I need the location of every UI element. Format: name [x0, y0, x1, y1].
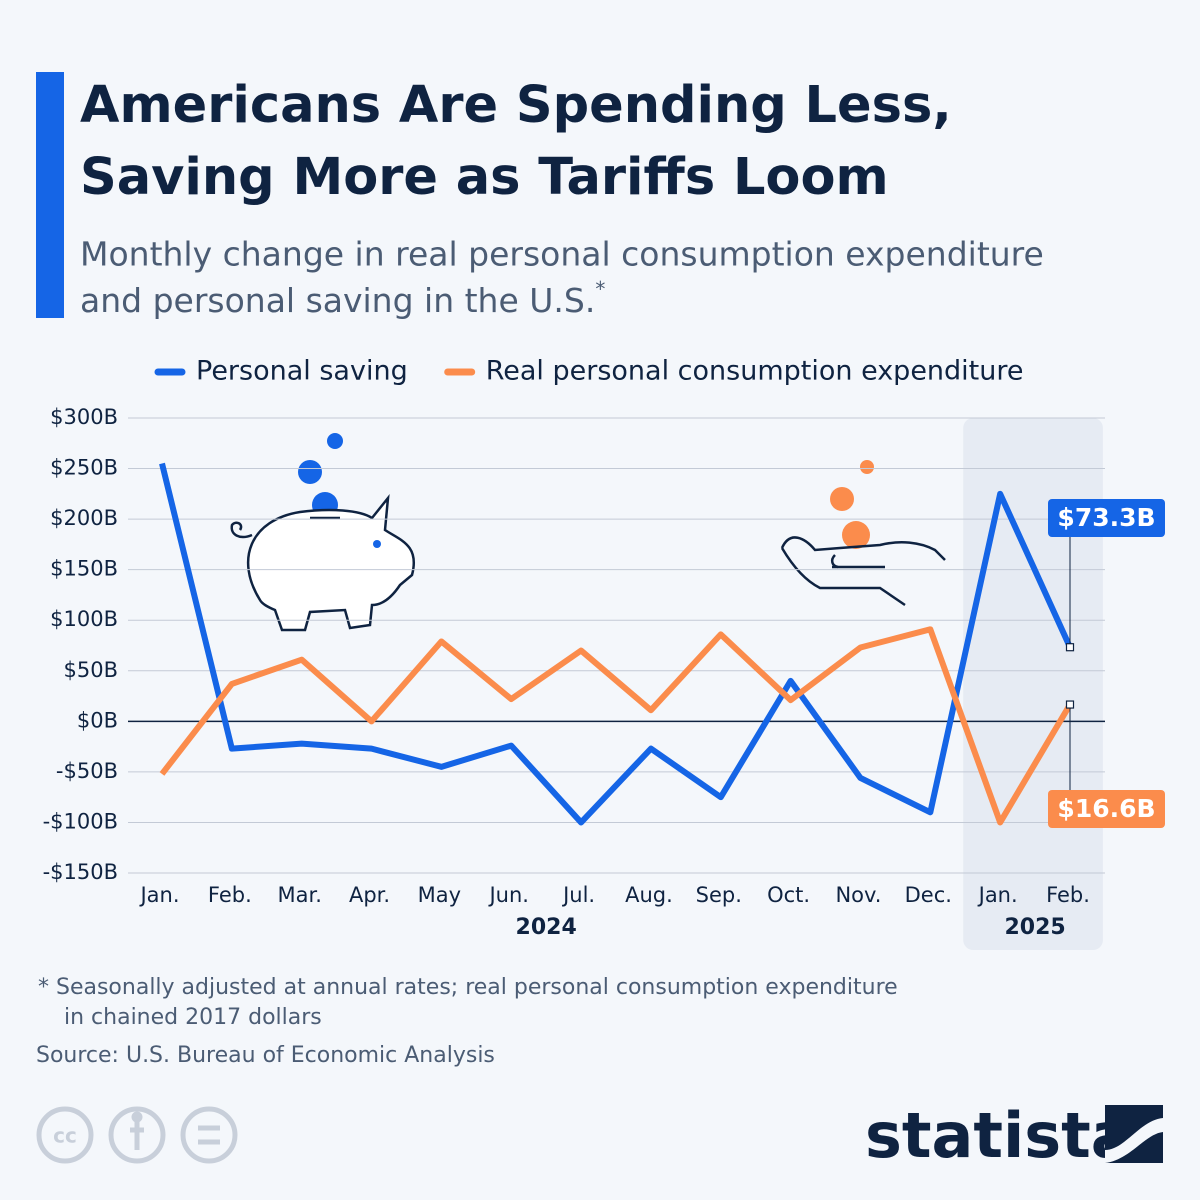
x-group-label: 2025 [1004, 915, 1065, 940]
end-point [1065, 700, 1075, 709]
x-tick-label: Nov. [835, 883, 881, 907]
value-label-box [1048, 499, 1165, 537]
series-line [159, 462, 1073, 826]
y-tick-label: $50B [64, 658, 119, 682]
x-tick-label: Jan. [138, 883, 179, 907]
x-tick-label: Jan. [977, 883, 1018, 907]
accent-bar [36, 72, 64, 318]
x-tick-label: Feb. [208, 883, 252, 907]
y-tick-label: $150B [50, 557, 118, 581]
brand: statista [865, 1099, 1133, 1172]
subtitle-line: Monthly change in real personal consumpt… [80, 235, 1044, 274]
y-tick-label: $0B [77, 708, 118, 732]
x-tick-label: Jul. [561, 883, 595, 907]
value-label: $16.6B [1057, 794, 1155, 823]
period-band [963, 418, 1103, 950]
brand-logo [1105, 1105, 1163, 1163]
subtitle-line: and personal saving in the U.S.* [80, 277, 605, 320]
y-tick-label: $200B [50, 506, 118, 530]
subtitle-marker: * [595, 277, 605, 301]
x-tick-label: Oct. [767, 883, 810, 907]
x-tick-label: Jun. [487, 883, 529, 907]
x-tick-label: May [418, 883, 461, 907]
end-point [1065, 643, 1075, 652]
value-label: $73.3B [1057, 503, 1155, 532]
source: Source: U.S. Bureau of Economic Analysis [36, 1043, 495, 1068]
x-tick-label: Aug. [625, 883, 673, 907]
title-line: Americans Are Spending Less, [80, 76, 952, 135]
x-tick-label: Sep. [696, 883, 742, 907]
legend-label: Real personal consumption expenditure [486, 356, 1024, 387]
x-tick-label: Apr. [349, 883, 390, 907]
value-label-box [1048, 790, 1165, 828]
y-tick-label: -$50B [56, 759, 118, 783]
x-tick-label: Dec. [905, 883, 952, 907]
x-tick-label: Mar. [278, 883, 322, 907]
y-tick-label: -$150B [43, 860, 118, 884]
plot: -$150B -$100B -$50B $0B $50B $100B $150B $200B $… [43, 356, 1165, 950]
piggy-icon [230, 433, 415, 632]
x-group-label: 2024 [516, 915, 577, 940]
footnote-line: in chained 2017 dollars [64, 1005, 322, 1030]
legend-label: Personal saving [196, 356, 408, 387]
title-line: Saving More as Tariffs Loom [80, 148, 889, 207]
footnote-line: * Seasonally adjusted at annual rates; r… [38, 975, 898, 1000]
svg-text:cc: cc [53, 1124, 77, 1148]
y-tick-label: $300B [50, 405, 118, 429]
hand-icon [780, 460, 946, 607]
series-line [159, 626, 1073, 826]
subtitle-text: and personal saving in the U.S. [80, 281, 595, 320]
y-tick-label: -$100B [43, 809, 118, 833]
license-icons: cc [36, 1106, 238, 1164]
y-tick-label: $250B [50, 456, 118, 480]
legend: Personal saving Real personal consumption… [154, 356, 1024, 387]
y-tick-label: $100B [50, 607, 118, 631]
x-tick-label: Feb. [1046, 883, 1090, 907]
